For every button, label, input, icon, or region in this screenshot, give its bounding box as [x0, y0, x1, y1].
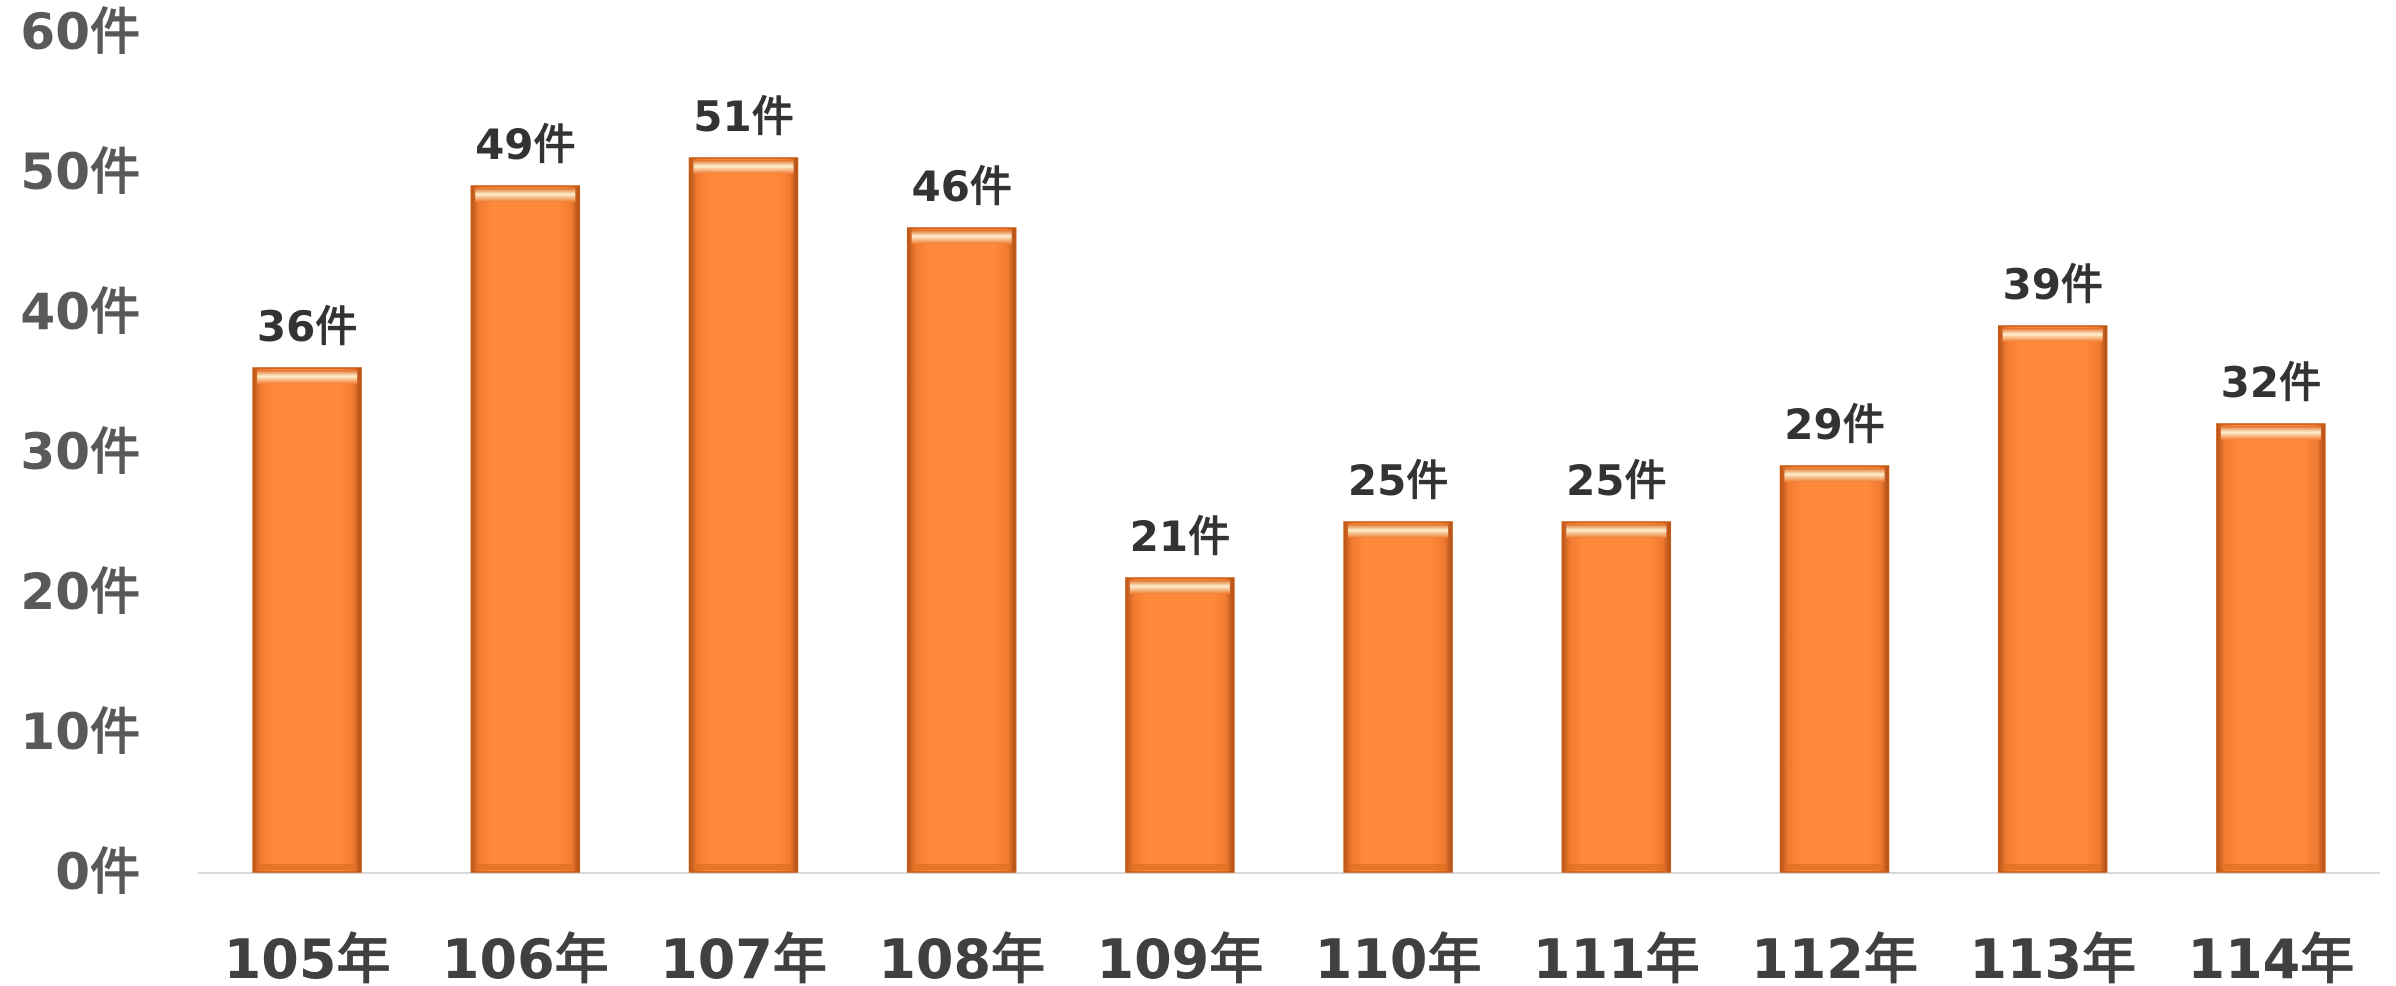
bar [1343, 521, 1453, 873]
data-label: 25件 [1566, 456, 1666, 505]
data-label: 32件 [2221, 358, 2321, 407]
y-tick-label: 60件 [20, 3, 140, 61]
x-tick-label: 112年 [1751, 928, 1918, 986]
bar-111年 [1561, 521, 1672, 873]
bar [1561, 521, 1672, 873]
x-tick-label: 110年 [1315, 928, 1482, 986]
x-tick-label: 109年 [1097, 928, 1264, 986]
bar-highlight [257, 370, 358, 384]
bar-highlight [2002, 328, 2103, 342]
bar [252, 367, 362, 873]
bar-highlight [693, 160, 794, 174]
bar-base [695, 864, 792, 870]
bar [906, 227, 1017, 873]
bar-highlight [2220, 426, 2321, 440]
data-labels: 36件 49件 51件 46件 21件 25件 25件 29件 39件 32件 [257, 92, 2321, 561]
bar-highlight [1348, 524, 1449, 538]
data-label: 29件 [1784, 400, 1884, 449]
bar-114年 [2216, 423, 2326, 873]
bar-base [259, 864, 356, 870]
x-tick-label: 113年 [1969, 928, 2136, 986]
data-label: 46件 [911, 162, 1011, 211]
bar-base [1350, 864, 1447, 870]
bar [470, 185, 581, 873]
bar-highlight [1566, 524, 1667, 538]
x-tick-label: 106年 [442, 928, 609, 986]
y-tick-label: 40件 [20, 283, 140, 341]
y-tick-label: 50件 [20, 143, 140, 201]
bar [688, 157, 799, 873]
data-label: 21件 [1130, 512, 1230, 561]
bar-highlight [911, 230, 1012, 244]
bar-base [2004, 864, 2101, 870]
data-label: 39件 [2002, 260, 2102, 309]
bar-highlight [1784, 468, 1885, 482]
bar [1125, 577, 1235, 873]
x-tick-label: 114年 [2188, 928, 2355, 986]
y-tick-label: 20件 [20, 563, 140, 621]
x-axis-labels: 105年 106年 107年 108年 109年 110年 111年 112年 113年 114年 [224, 928, 2355, 986]
bar-113年 [1997, 325, 2108, 873]
bar-base [2222, 864, 2319, 870]
bars [252, 157, 2326, 873]
bar-base [1131, 864, 1228, 870]
data-label: 51件 [693, 92, 793, 141]
bar [1997, 325, 2108, 873]
bar-108年 [906, 227, 1017, 873]
bar [2216, 423, 2326, 873]
x-tick-label: 105年 [224, 928, 391, 986]
bar-105年 [252, 367, 362, 873]
x-tick-label: 108年 [878, 928, 1045, 986]
bar-110年 [1343, 521, 1453, 873]
y-tick-label: 0件 [55, 843, 140, 901]
data-label: 25件 [1348, 456, 1448, 505]
y-tick-label: 30件 [20, 423, 140, 481]
bar-highlight [1129, 580, 1230, 594]
bar-base [1786, 864, 1883, 870]
y-tick-label: 10件 [20, 703, 140, 761]
y-axis-labels: 0件 10件 20件 30件 40件 50件 60件 [20, 3, 140, 901]
bar-106年 [470, 185, 581, 873]
bar-highlight [475, 188, 576, 202]
bar-112年 [1779, 465, 1890, 873]
bar-107年 [688, 157, 799, 873]
bar-109年 [1125, 577, 1235, 873]
x-tick-label: 107年 [660, 928, 827, 986]
bar-base [1568, 864, 1665, 870]
bar-base [477, 864, 574, 870]
x-tick-label: 111年 [1533, 928, 1700, 986]
bar-base [913, 864, 1010, 870]
data-label: 36件 [257, 302, 357, 351]
bar [1779, 465, 1890, 873]
data-label: 49件 [475, 120, 575, 169]
